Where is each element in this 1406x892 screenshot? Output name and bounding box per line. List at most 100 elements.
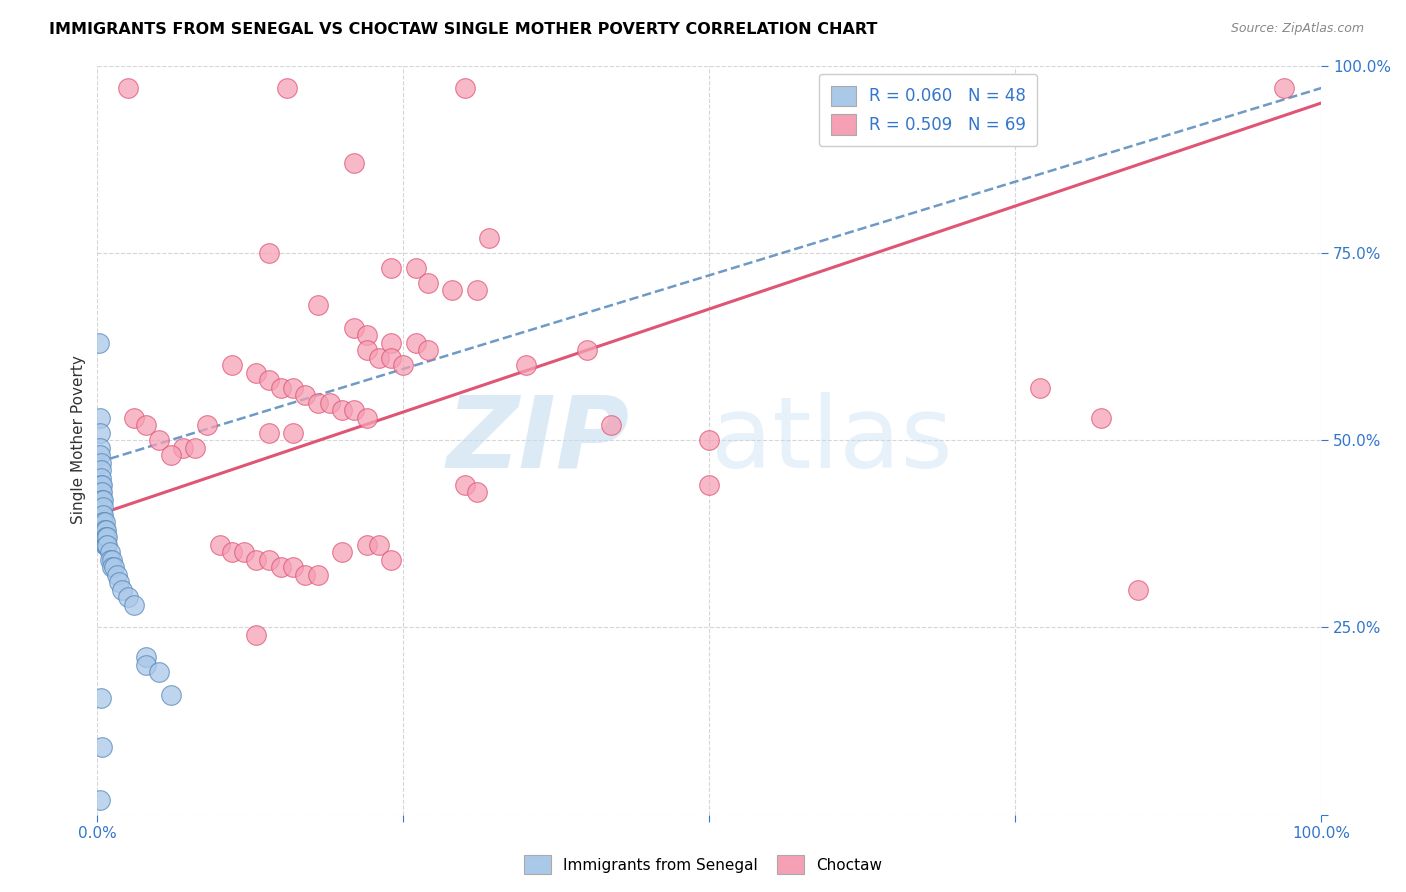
Text: atlas: atlas	[711, 392, 952, 489]
Point	[94, 538, 117, 552]
Point	[159, 448, 181, 462]
Point	[93, 530, 115, 544]
Point	[283, 381, 305, 395]
Point	[367, 538, 389, 552]
Point	[148, 665, 170, 680]
Point	[1126, 582, 1149, 597]
Text: Source: ZipAtlas.com: Source: ZipAtlas.com	[1230, 22, 1364, 36]
Point	[117, 591, 139, 605]
Point	[208, 538, 231, 552]
Point	[283, 425, 305, 440]
Point	[159, 688, 181, 702]
Point	[101, 560, 124, 574]
Point	[367, 351, 389, 365]
Point	[90, 463, 112, 477]
Point	[257, 425, 280, 440]
Point	[343, 320, 366, 334]
Point	[90, 478, 112, 492]
Point	[89, 792, 111, 806]
Point	[441, 283, 464, 297]
Point	[319, 395, 342, 409]
Text: ZIP: ZIP	[447, 392, 630, 489]
Point	[91, 478, 114, 492]
Point	[1028, 381, 1050, 395]
Point	[96, 530, 118, 544]
Point	[98, 545, 121, 559]
Point	[122, 410, 145, 425]
Point	[93, 500, 115, 515]
Point	[697, 478, 720, 492]
Point	[94, 523, 117, 537]
Point	[307, 567, 329, 582]
Point	[89, 448, 111, 462]
Legend: Immigrants from Senegal, Choctaw: Immigrants from Senegal, Choctaw	[517, 849, 889, 880]
Point	[172, 441, 194, 455]
Point	[245, 628, 267, 642]
Point	[453, 81, 475, 95]
Point	[465, 283, 488, 297]
Point	[1274, 81, 1296, 95]
Point	[356, 410, 378, 425]
Point	[270, 560, 292, 574]
Point	[135, 418, 157, 433]
Point	[103, 560, 125, 574]
Point	[111, 582, 134, 597]
Point	[93, 493, 115, 508]
Point	[270, 381, 292, 395]
Point	[89, 410, 111, 425]
Point	[245, 366, 267, 380]
Point	[90, 470, 112, 484]
Point	[416, 343, 439, 358]
Point	[380, 335, 402, 350]
Point	[380, 351, 402, 365]
Point	[307, 298, 329, 312]
Point	[380, 553, 402, 567]
Point	[294, 388, 316, 402]
Point	[221, 358, 243, 372]
Point	[93, 516, 115, 530]
Point	[465, 485, 488, 500]
Point	[135, 650, 157, 665]
Point	[148, 433, 170, 447]
Point	[91, 740, 114, 755]
Point	[245, 553, 267, 567]
Point	[380, 260, 402, 275]
Point	[356, 328, 378, 343]
Point	[405, 335, 427, 350]
Point	[94, 530, 117, 544]
Point	[478, 231, 501, 245]
Point	[93, 508, 115, 522]
Point	[91, 485, 114, 500]
Y-axis label: Single Mother Poverty: Single Mother Poverty	[72, 356, 86, 524]
Point	[330, 545, 353, 559]
Point	[90, 691, 112, 706]
Point	[93, 538, 115, 552]
Point	[89, 441, 111, 455]
Point	[257, 373, 280, 387]
Point	[330, 403, 353, 417]
Legend: R = 0.060   N = 48, R = 0.509   N = 69: R = 0.060 N = 48, R = 0.509 N = 69	[818, 74, 1038, 146]
Point	[90, 500, 112, 515]
Point	[90, 485, 112, 500]
Point	[515, 358, 537, 372]
Point	[356, 538, 378, 552]
Point	[307, 395, 329, 409]
Point	[1090, 410, 1112, 425]
Point	[135, 657, 157, 672]
Point	[90, 456, 112, 470]
Point	[87, 335, 110, 350]
Point	[257, 553, 280, 567]
Point	[416, 276, 439, 290]
Point	[91, 508, 114, 522]
Point	[105, 567, 128, 582]
Point	[294, 567, 316, 582]
Point	[93, 523, 115, 537]
Point	[108, 575, 131, 590]
Point	[343, 156, 366, 170]
Point	[343, 403, 366, 417]
Point	[221, 545, 243, 559]
Point	[233, 545, 256, 559]
Text: IMMIGRANTS FROM SENEGAL VS CHOCTAW SINGLE MOTHER POVERTY CORRELATION CHART: IMMIGRANTS FROM SENEGAL VS CHOCTAW SINGL…	[49, 22, 877, 37]
Point	[392, 358, 415, 372]
Point	[197, 418, 219, 433]
